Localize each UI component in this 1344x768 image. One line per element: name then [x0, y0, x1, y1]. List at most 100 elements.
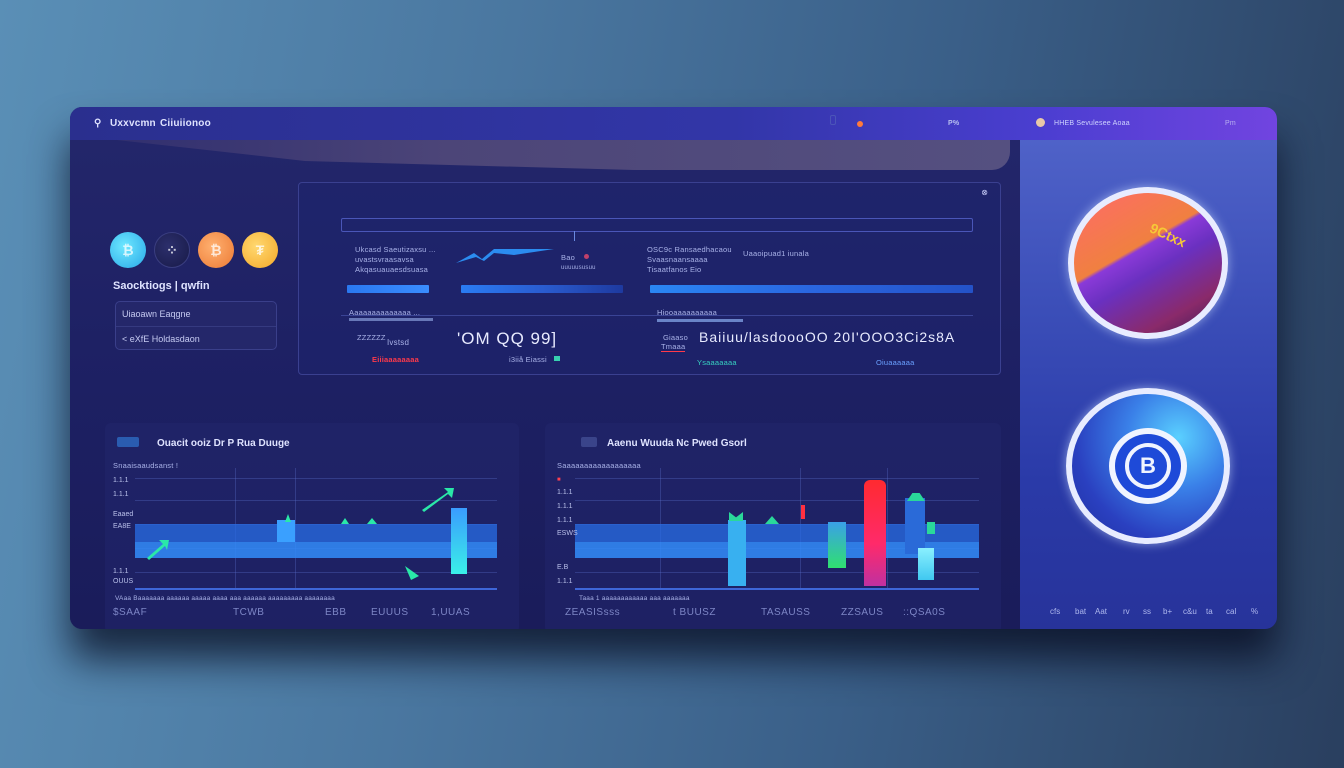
- trend-up-arrow-icon: [147, 540, 169, 560]
- band-lower: [135, 542, 497, 558]
- search-bar[interactable]: [341, 218, 973, 232]
- token-label: 9Ctxx: [1147, 219, 1189, 251]
- candle[interactable]: [451, 508, 467, 574]
- chart-tag: [117, 437, 139, 447]
- nav-icon-3[interactable]: Aat: [1095, 607, 1108, 616]
- orange-coin-icon[interactable]: ₿: [198, 232, 234, 268]
- right-big-value: Baiiuu/lasdoooOO 20I'OOO3Ci2s8A: [699, 329, 956, 345]
- side-sub: uuuuususuu: [561, 265, 596, 271]
- nav-icon-5[interactable]: ss: [1143, 607, 1151, 616]
- trend-up-arrow-icon: [422, 488, 454, 512]
- menu-item-2[interactable]: Ciiuiionoo: [160, 118, 211, 129]
- center-label: P%: [948, 120, 960, 127]
- y-label: 1.1.1: [557, 578, 573, 585]
- header-wave: [70, 140, 1010, 170]
- nav-icon-1[interactable]: cfs: [1050, 607, 1061, 616]
- close-circle-icon[interactable]: ⊗: [981, 188, 988, 197]
- chart-legend: Saaaaaaaaaaaaaaaaaa: [557, 461, 641, 470]
- nav-icon-2[interactable]: bat: [1075, 607, 1087, 616]
- marker-icon: [729, 512, 743, 521]
- x-axis: [135, 588, 497, 590]
- candle[interactable]: [905, 498, 925, 554]
- coin-glyph: ₿: [122, 242, 134, 258]
- chart-title: Aaenu Wuuda Nc Pwed Gsorl: [607, 438, 747, 449]
- app-window: ⚲ Uxxvcmn Ciiuiionoo P% HHEB Sevulesee A…: [70, 107, 1277, 629]
- sunset-token-icon[interactable]: 9Ctxx: [1068, 187, 1228, 339]
- footer-value: EBB: [325, 607, 347, 618]
- marker-icon: [765, 516, 779, 524]
- right-label[interactable]: Pm: [1225, 120, 1236, 127]
- nav-icon-6[interactable]: b+: [1163, 607, 1173, 616]
- marker-icon: [927, 522, 935, 534]
- footer-value: TCWB: [233, 607, 265, 618]
- left-sub-value: i3iiå Eiassi: [509, 355, 547, 364]
- footer-value: 1,UUAS: [431, 607, 471, 618]
- right-line-3: Tisaatfanos Eio: [647, 265, 702, 274]
- side-label: Bao: [561, 253, 575, 262]
- y-label: 1.1.1: [113, 491, 129, 498]
- sidebar-title: Saocktiogs | qwfin: [113, 280, 210, 292]
- info-row[interactable]: < eXfE Holdasdaon: [116, 326, 276, 350]
- y-label: 1.1.1: [113, 477, 129, 484]
- left-line-1: Ukcasd Saeutizaxsu ...: [355, 245, 436, 254]
- title-bar: ⚲ Uxxvcmn Ciiuiionoo P% HHEB Sevulesee A…: [70, 107, 1277, 140]
- footer-value: $SAAF: [113, 607, 148, 618]
- bitcoin-token-icon[interactable]: B: [1066, 388, 1230, 544]
- footer-value: t BUUSZ: [673, 607, 716, 618]
- right-small-a: Giaaso: [663, 333, 688, 342]
- footer-value: ZEASISsss: [565, 607, 621, 618]
- green-marker: [554, 356, 560, 361]
- chart-plot-left[interactable]: [135, 468, 497, 590]
- logo-swoosh-icon: [456, 249, 554, 263]
- candle[interactable]: [277, 520, 295, 542]
- divider: [341, 315, 973, 316]
- marker-icon: [285, 514, 291, 522]
- y-label: 1.1.1: [113, 568, 129, 575]
- y-label: EA8E: [113, 523, 131, 530]
- marker-icon: [341, 518, 349, 524]
- footer-value: TASAUSS: [761, 607, 811, 618]
- candle[interactable]: [801, 505, 805, 519]
- chart-footer-text: VAaa Baaaaaaa aaaaaa aaaaa aaaa aaa aaaa…: [115, 595, 335, 602]
- candle[interactable]: [918, 548, 934, 580]
- chart-plot-right[interactable]: [575, 468, 979, 590]
- nav-icon-8[interactable]: ta: [1206, 607, 1213, 616]
- dark-coin-icon[interactable]: ⁘: [154, 232, 190, 268]
- candle[interactable]: [864, 480, 886, 586]
- marker-icon: [907, 493, 925, 501]
- candle[interactable]: [828, 522, 846, 568]
- band-upper: [135, 524, 497, 542]
- nav-icon-9[interactable]: cal: [1226, 607, 1237, 616]
- status-dot: [857, 121, 863, 127]
- cursor-marker: [574, 231, 575, 241]
- right-panel: 9Ctxx B cfs bat Aat rv ss b+ c&u ta cal …: [1020, 140, 1277, 629]
- nav-icon-10[interactable]: %: [1251, 607, 1259, 616]
- candle[interactable]: [728, 520, 746, 586]
- right-progress-label: Hiooaaaaaaaaaa: [657, 308, 717, 317]
- cyan-coin-icon[interactable]: ₿: [110, 232, 146, 268]
- red-badge: Eiiiaaaaaaaa: [372, 355, 420, 364]
- nav-icon-4[interactable]: rv: [1123, 607, 1130, 616]
- footer-value: ::QSA0S: [903, 607, 946, 618]
- user-label[interactable]: HHEB Sevulesee Aoaa: [1054, 120, 1130, 127]
- y-label: 1.1.1: [557, 517, 573, 524]
- red-legend-marker: ■: [557, 477, 561, 483]
- user-avatar[interactable]: [1036, 118, 1045, 127]
- chart-legend: Snaaisaaudsanst !: [113, 461, 179, 470]
- info-row[interactable]: Uiaoawn Eaqgne: [122, 309, 191, 319]
- left-big-value: 'OM QQ 99]: [457, 329, 558, 348]
- gold-coin-icon[interactable]: ₮: [242, 232, 278, 268]
- nav-icon-7[interactable]: c&u: [1183, 607, 1197, 616]
- bitcoin-symbol: B: [1125, 443, 1171, 489]
- window-icon[interactable]: [830, 115, 836, 125]
- mini-bar: [349, 318, 433, 321]
- x-axis: [575, 588, 979, 590]
- chart-card-right: Aaenu Wuuda Nc Pwed Gsorl Saaaaaaaaaaaaa…: [545, 423, 1001, 629]
- y-label: E.B: [557, 564, 569, 571]
- progress-bar-b: [461, 285, 623, 293]
- y-label: 1.1.1: [557, 489, 573, 496]
- right-line-2: Svaasnaansaaaa: [647, 255, 708, 264]
- left-line-3: Akqasuauaesdsuasa: [355, 265, 429, 274]
- left-line-2: uvastsvraasavsa: [355, 255, 414, 264]
- menu-item-1[interactable]: Uxxvcmn: [110, 118, 156, 129]
